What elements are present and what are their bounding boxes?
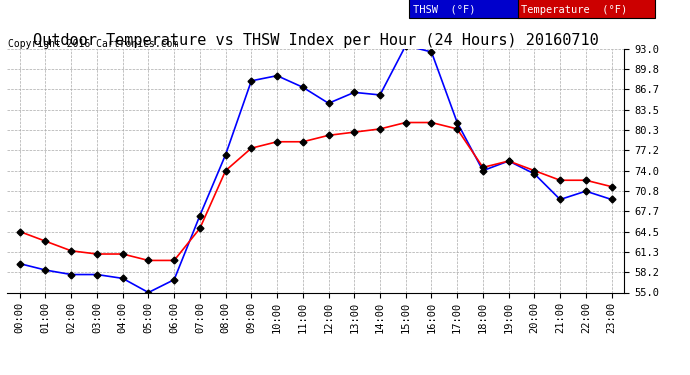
Text: Copyright 2016 Cartronics.com: Copyright 2016 Cartronics.com xyxy=(8,39,179,50)
Text: Temperature  (°F): Temperature (°F) xyxy=(521,5,627,15)
Text: THSW  (°F): THSW (°F) xyxy=(413,5,475,15)
Title: Outdoor Temperature vs THSW Index per Hour (24 Hours) 20160710: Outdoor Temperature vs THSW Index per Ho… xyxy=(33,33,598,48)
